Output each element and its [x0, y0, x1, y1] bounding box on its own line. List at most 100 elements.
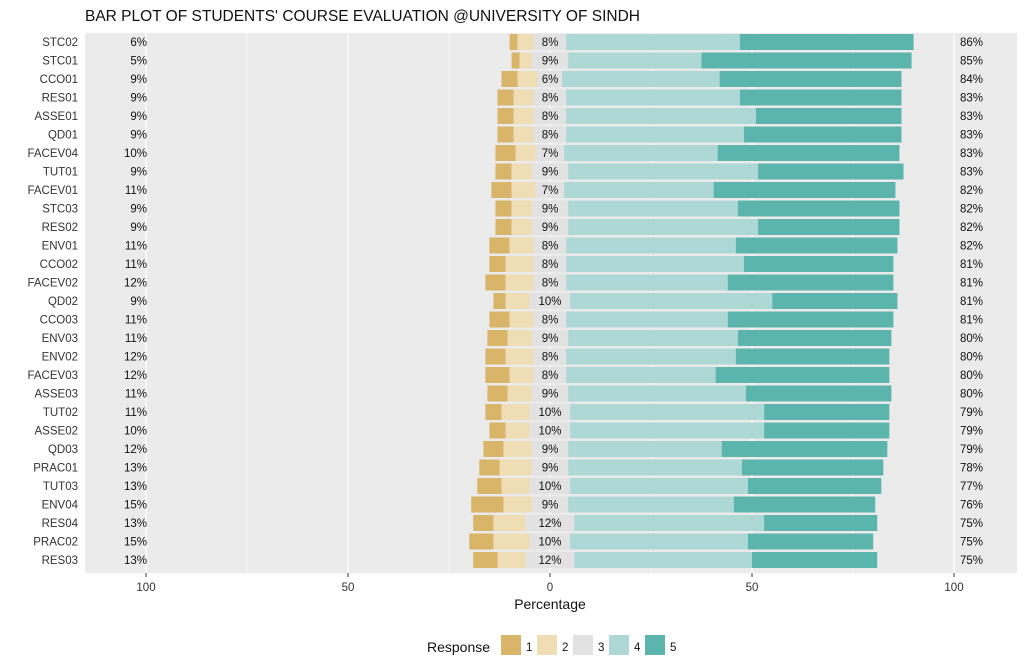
category-label: FACEV04 — [28, 148, 79, 160]
bar-segment-facev03-response-5 — [715, 367, 890, 383]
high-percent-label: 81% — [960, 315, 983, 327]
bar-segment-tut03-response-4 — [570, 478, 748, 494]
neutral-percent-label: 9% — [542, 204, 559, 216]
legend-label-4: 4 — [634, 642, 641, 654]
bar-segment-env02-response-3 — [533, 348, 567, 365]
legend-key-4 — [609, 635, 629, 655]
x-axis-label: Percentage — [514, 596, 586, 612]
bar-segment-tut02-response-2 — [501, 404, 530, 420]
bar-segment-tut01-response-5 — [758, 163, 904, 180]
bar-segment-cco01-response-5 — [719, 71, 902, 87]
bar-segment-tut03-response-1 — [477, 478, 502, 494]
low-percent-label: 13% — [124, 463, 147, 475]
neutral-percent-label: 10% — [538, 426, 561, 438]
bar-segment-facev02-response-4 — [566, 274, 728, 291]
chart-title: BAR PLOT OF STUDENTS' COURSE EVALUATION … — [85, 8, 640, 25]
bar-segment-res03-response-5 — [752, 552, 878, 568]
bar-segment-tut02-response-1 — [485, 404, 502, 420]
bar-segment-res03-response-2 — [497, 552, 526, 568]
neutral-percent-label: 10% — [538, 537, 561, 549]
category-label: QD01 — [48, 130, 78, 142]
bar-segment-env03-response-2 — [507, 330, 532, 346]
neutral-percent-label: 8% — [542, 111, 559, 123]
bar-segment-qd01-response-4 — [566, 126, 744, 143]
bar-segment-res02-response-2 — [511, 219, 532, 235]
bar-segment-stc01-response-5 — [701, 52, 912, 69]
low-percent-label: 9% — [130, 222, 147, 234]
low-percent-label: 9% — [130, 130, 147, 142]
category-label: CCO01 — [40, 74, 78, 86]
bar-segment-asse02-response-3 — [529, 422, 571, 439]
low-percent-label: 13% — [124, 481, 147, 493]
bar-segment-tut02-response-5 — [764, 404, 890, 420]
bar-segment-env02-response-2 — [505, 348, 534, 365]
x-tick-label: 0 — [547, 582, 553, 594]
low-percent-label: 11% — [125, 407, 147, 419]
neutral-percent-label: 8% — [542, 37, 559, 49]
low-percent-label: 9% — [130, 167, 147, 179]
bar-segment-prac02-response-1 — [469, 533, 494, 550]
bar-segment-stc03-response-5 — [737, 200, 900, 217]
high-percent-label: 84% — [960, 74, 983, 86]
bar-segment-asse01-response-1 — [497, 108, 514, 124]
bar-segment-env03-response-5 — [737, 330, 892, 346]
category-label: TUT01 — [43, 167, 78, 179]
high-percent-label: 85% — [960, 56, 983, 68]
low-percent-label: 11% — [125, 315, 147, 327]
low-percent-label: 9% — [130, 74, 147, 86]
x-tick-label: 50 — [342, 582, 355, 594]
high-percent-label: 83% — [960, 93, 983, 105]
bar-segment-qd02-response-2 — [505, 293, 530, 309]
high-percent-label: 77% — [960, 481, 983, 493]
category-label: ASSE02 — [35, 426, 78, 438]
low-percent-label: 11% — [125, 259, 147, 271]
bar-segment-res02-response-3 — [531, 219, 569, 235]
bar-segment-prac01-response-2 — [499, 459, 532, 476]
high-percent-label: 82% — [960, 241, 983, 253]
bar-segment-stc02-response-2 — [517, 34, 534, 50]
bar-segment-prac02-response-4 — [570, 533, 748, 550]
bar-segment-cco03-response-3 — [533, 311, 567, 328]
bar-segment-cco02-response-5 — [743, 256, 894, 272]
bar-segment-tut01-response-4 — [568, 163, 759, 180]
bar-segment-cco02-response-2 — [505, 256, 534, 272]
bar-segment-prac02-response-3 — [529, 533, 571, 550]
bar-segment-res04-response-3 — [525, 515, 575, 531]
high-percent-label: 83% — [960, 167, 983, 179]
neutral-percent-label: 8% — [542, 259, 559, 271]
low-percent-label: 9% — [130, 93, 147, 105]
bar-segment-stc03-response-3 — [531, 200, 569, 217]
neutral-percent-label: 9% — [542, 167, 559, 179]
low-percent-label: 5% — [130, 56, 147, 68]
low-percent-label: 11% — [125, 241, 147, 253]
legend-key-2 — [537, 635, 557, 655]
high-percent-label: 79% — [960, 444, 983, 456]
category-label: ENV04 — [42, 500, 79, 512]
legend-key-1 — [501, 635, 521, 655]
bar-segment-qd01-response-5 — [743, 126, 902, 143]
bar-segment-res01-response-5 — [739, 89, 902, 106]
neutral-percent-label: 8% — [542, 93, 559, 105]
bar-segment-facev02-response-5 — [727, 274, 894, 291]
high-percent-label: 81% — [960, 296, 983, 308]
bar-segment-asse03-response-5 — [745, 385, 892, 402]
low-percent-label: 9% — [130, 111, 147, 123]
bar-segment-prac01-response-5 — [741, 459, 884, 476]
low-percent-label: 13% — [124, 518, 147, 530]
neutral-percent-label: 8% — [542, 278, 559, 290]
legend: Response 1 2 3 4 5 — [427, 635, 676, 655]
low-percent-label: 10% — [124, 148, 147, 160]
bar-segment-res02-response-5 — [758, 219, 900, 235]
bar-segment-qd02-response-5 — [772, 293, 898, 309]
category-label: STC02 — [42, 37, 78, 49]
low-percent-label: 13% — [124, 555, 147, 567]
neutral-percent-label: 6% — [542, 74, 559, 86]
neutral-percent-label: 8% — [542, 352, 559, 364]
bar-segment-res01-response-2 — [513, 89, 534, 106]
bar-segment-prac02-response-2 — [493, 533, 530, 550]
category-label: FACEV03 — [28, 370, 79, 382]
low-percent-label: 11% — [125, 389, 147, 401]
legend-key-3 — [573, 635, 593, 655]
category-label: QD03 — [48, 444, 78, 456]
bar-segment-env01-response-1 — [489, 237, 510, 254]
